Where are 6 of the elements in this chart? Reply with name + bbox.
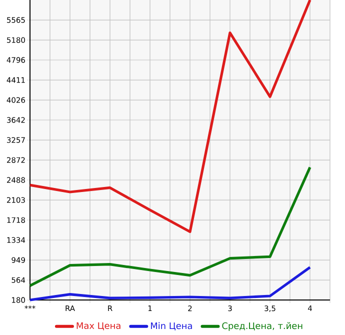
legend-label: Max Цена bbox=[76, 322, 120, 330]
legend-label: Сред.Цена, т.йен bbox=[222, 322, 302, 331]
line-series bbox=[28, 166, 312, 287]
line-series bbox=[28, 0, 312, 234]
legend-label: Min Цена bbox=[151, 322, 192, 330]
line-series bbox=[28, 266, 312, 302]
